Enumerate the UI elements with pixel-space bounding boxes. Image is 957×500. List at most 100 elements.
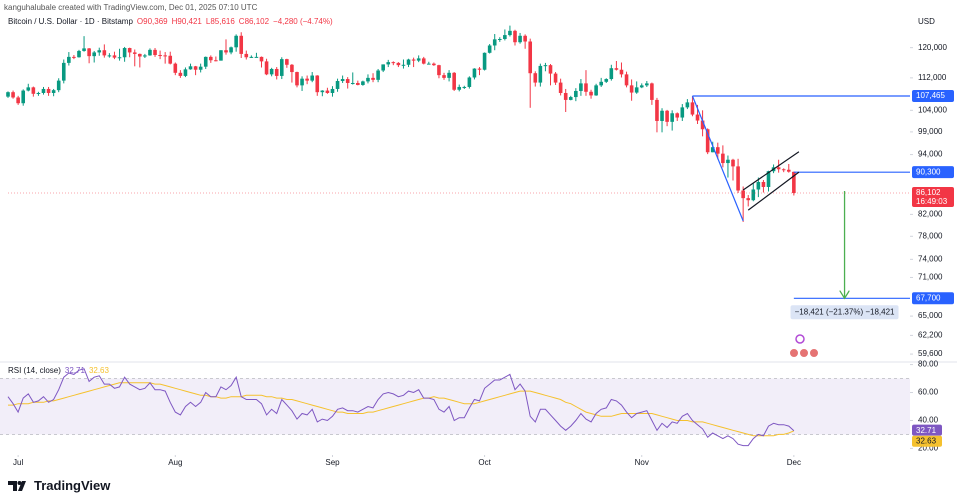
symbol-title: Bitcoin / U.S. Dollar · 1D · Bitstamp: [8, 17, 133, 26]
candle-body: [112, 55, 117, 58]
price-tag: [912, 166, 954, 179]
y-tick-label: 62,200: [918, 330, 943, 339]
candle-body: [680, 107, 685, 118]
candle-body: [665, 110, 669, 122]
candle-body: [51, 90, 56, 93]
brand: TradingView: [8, 478, 110, 493]
candle-body: [523, 35, 527, 42]
candle-body: [193, 66, 198, 70]
candle-body: [726, 159, 730, 164]
candle-body: [97, 50, 102, 53]
candle-body: [487, 45, 492, 53]
candle-body: [26, 87, 31, 91]
last-price-label: 86,102: [916, 188, 941, 197]
candle-body: [148, 49, 152, 56]
trendline: [691, 95, 744, 222]
candle-body: [234, 35, 238, 48]
y-tick-label: 94,000: [918, 150, 943, 159]
candle-body: [224, 50, 228, 53]
candle-body: [381, 64, 385, 71]
credit: kanguhalubale created with TradingView.c…: [4, 3, 258, 12]
candle-body: [442, 75, 446, 78]
x-tick-label: Sep: [325, 458, 340, 467]
candle-body: [655, 99, 659, 121]
y-tick-label: 71,000: [918, 273, 943, 282]
rsi-ma-tag-label: 32.63: [916, 436, 937, 445]
x-tick-label: Jul: [13, 458, 23, 467]
candle-body: [102, 50, 107, 56]
candle-body: [406, 59, 411, 65]
candle-body: [386, 62, 391, 65]
candle-body: [279, 59, 284, 76]
candle-body: [781, 169, 786, 171]
candle-body: [492, 39, 497, 46]
candle-body: [6, 92, 10, 97]
candle-body: [127, 48, 132, 53]
candle-body: [117, 57, 122, 59]
y-tick-label: 82,000: [918, 209, 943, 218]
ohlc-value: C86,102: [238, 17, 270, 26]
measure-label: −18,421 (−21.37%) −18,421: [795, 307, 895, 316]
candle-body: [153, 49, 157, 56]
ohlc-value: O90,369: [136, 17, 168, 26]
event-icon: [795, 334, 805, 344]
candle-body: [350, 82, 355, 84]
rsi-tick-label: 40.00: [918, 416, 939, 425]
candle-body: [645, 83, 649, 86]
candle-body: [700, 120, 705, 130]
candle-body: [716, 147, 720, 154]
candle-body: [295, 72, 299, 86]
event-icon: [809, 348, 819, 358]
x-tick-label: Dec: [787, 458, 801, 467]
candle-body: [77, 50, 81, 58]
candle-body: [31, 87, 36, 94]
candle-body: [528, 41, 533, 74]
candle-body: [46, 88, 51, 93]
candle-body: [376, 70, 380, 80]
trendline: [747, 171, 800, 211]
candle-body: [792, 171, 796, 194]
countdown: 16:49:03: [916, 197, 948, 206]
candle-body: [497, 38, 502, 40]
y-tick-label: 59,600: [918, 349, 943, 358]
candle-body: [122, 48, 127, 58]
candle-body: [229, 47, 233, 53]
candle-body: [472, 68, 477, 78]
candle-body: [274, 68, 279, 76]
candle-body: [736, 166, 740, 191]
rsi-legend: RSI (14, close) 32.71 32.63: [8, 366, 109, 375]
candle-body: [518, 35, 522, 43]
candle-body: [675, 113, 680, 118]
candle-body: [401, 64, 406, 66]
candle-body: [741, 190, 745, 199]
candle-body: [168, 55, 173, 64]
candle-body: [132, 52, 137, 54]
candle-body: [416, 58, 421, 61]
candle-body: [178, 72, 183, 76]
candle-body: [56, 80, 61, 91]
candle-body: [396, 62, 401, 66]
rsi-tick-label: 60.00: [918, 388, 939, 397]
candle-body: [513, 30, 517, 43]
candle-body: [432, 63, 436, 66]
candle-body: [290, 64, 294, 73]
candle-body: [599, 81, 603, 86]
candle-body: [437, 65, 441, 76]
candle-body: [21, 90, 26, 104]
candle-body: [477, 68, 482, 70]
candle-body: [305, 78, 309, 81]
candle-body: [574, 90, 578, 98]
candle-body: [558, 82, 563, 93]
candle-body: [11, 92, 15, 98]
candle-body: [203, 56, 208, 67]
candle-body: [766, 171, 771, 187]
candle-body: [543, 65, 548, 67]
candle-body: [214, 60, 218, 62]
candle-body: [239, 35, 244, 54]
candle-body: [756, 181, 761, 190]
candle-body: [685, 102, 690, 108]
y-tick-label: 120,000: [918, 43, 947, 52]
price-tag: [912, 292, 954, 305]
candle-body: [340, 79, 345, 82]
